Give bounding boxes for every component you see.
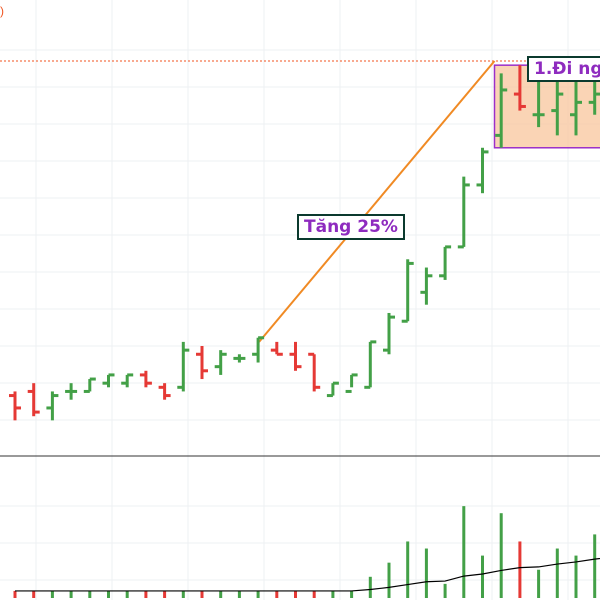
volume-bar <box>350 591 353 598</box>
volume-bar <box>331 591 334 598</box>
volume-bar <box>163 591 166 598</box>
volume-bar <box>593 534 596 598</box>
volume-bar <box>182 591 185 598</box>
volume-bar <box>556 549 559 598</box>
volume-bar <box>107 591 110 598</box>
consolidation-label: 1.Đi nga <box>527 56 600 82</box>
volume-bar <box>257 591 260 598</box>
volume-bar <box>126 591 129 598</box>
volume-bar <box>294 591 297 598</box>
volume-bar <box>444 584 447 598</box>
volume-bar <box>238 591 241 598</box>
volume-bar <box>518 541 521 598</box>
volume-bar <box>425 549 428 598</box>
volume-bar <box>70 591 73 598</box>
volume-bar <box>406 541 409 598</box>
corner-mark: ) <box>0 4 4 18</box>
volume-bar <box>201 591 204 598</box>
volume-bar <box>462 506 465 598</box>
volume-bar <box>275 591 278 598</box>
volume-bar <box>51 591 54 598</box>
volume-bar <box>14 591 17 598</box>
volume-bar <box>88 591 91 598</box>
volume-bar <box>500 513 503 598</box>
trend-line <box>259 61 494 342</box>
volume-bar <box>388 563 391 598</box>
volume-bar <box>369 577 372 598</box>
volume-bar <box>313 591 316 598</box>
volume-bar <box>481 556 484 598</box>
volume-bar <box>32 591 35 598</box>
volume-bar <box>144 591 147 598</box>
rise-label: Tăng 25% <box>297 214 405 240</box>
volume-bar <box>219 591 222 598</box>
volume-bar <box>537 570 540 598</box>
volume-ma-line <box>15 552 600 591</box>
